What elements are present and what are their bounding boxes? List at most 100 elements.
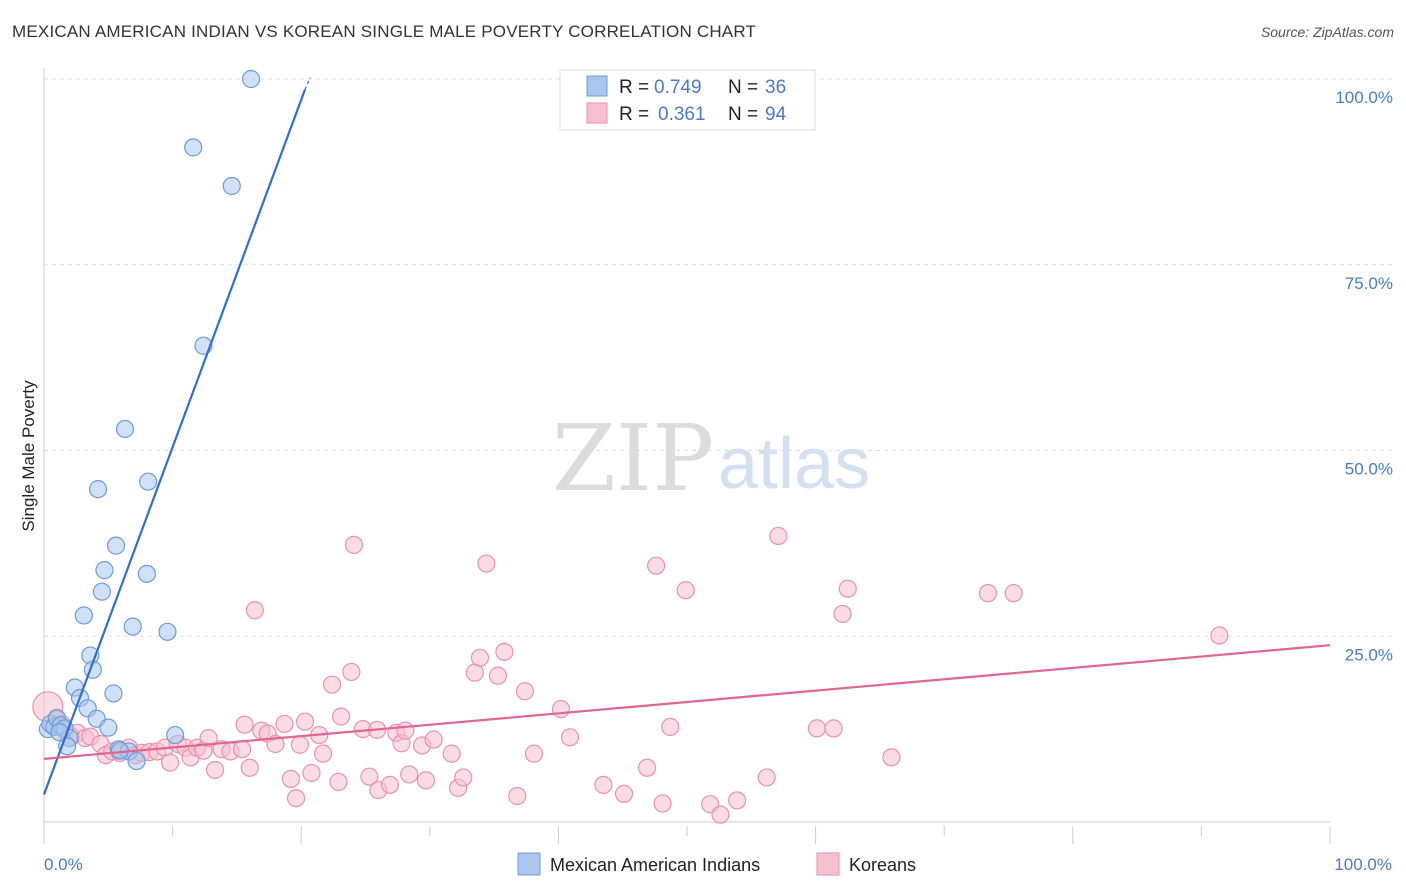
data-point — [380, 775, 400, 794]
chart-title: MEXICAN AMERICAN INDIAN VS KOREAN SINGLE… — [12, 22, 757, 41]
data-point — [205, 760, 225, 780]
data-point — [158, 622, 177, 641]
data-point — [137, 564, 156, 583]
legend-n-value-blue: 36 — [765, 77, 786, 98]
data-point — [275, 714, 294, 734]
data-point — [331, 707, 351, 726]
data-point — [495, 642, 514, 661]
mexican-american-indian-points — [38, 69, 261, 771]
data-point — [769, 526, 788, 546]
data-point — [199, 728, 218, 748]
y-tick-labels: 25.0% 50.0% 75.0% 100.0% — [1335, 88, 1393, 664]
data-point — [454, 768, 473, 787]
data-point — [1004, 584, 1023, 603]
data-point — [508, 786, 527, 806]
legend-r-value-blue: 0.749 — [654, 77, 702, 98]
trend-line-extension — [304, 77, 311, 90]
y-tick-label: 50.0% — [1345, 460, 1393, 479]
data-point — [235, 715, 254, 734]
legend-r-label: R = — [619, 77, 649, 98]
data-point — [470, 648, 490, 667]
data-point — [882, 748, 901, 767]
data-point — [515, 682, 535, 701]
data-point — [92, 582, 111, 601]
data-point — [400, 765, 419, 784]
x-tick-label-max: 100.0% — [1334, 855, 1392, 874]
data-point — [833, 604, 852, 624]
legend-n-label: N = — [728, 77, 758, 98]
series-swatch-pink — [816, 852, 840, 876]
data-point — [241, 69, 261, 89]
data-point — [232, 740, 252, 759]
data-point — [396, 721, 415, 740]
data-point — [123, 617, 142, 636]
data-point — [115, 419, 135, 439]
series-label-koreans: Koreans — [849, 855, 916, 875]
x-tick-label-min: 0.0% — [44, 855, 83, 874]
data-point — [653, 794, 672, 813]
data-point — [139, 472, 158, 491]
korean-points — [32, 526, 1229, 824]
y-axis-label: Single Male Poverty — [19, 380, 38, 532]
data-point — [74, 606, 93, 625]
legend-swatch-blue — [586, 75, 608, 97]
data-point — [106, 536, 126, 555]
series-legend: Mexican American Indians Koreans — [517, 852, 916, 876]
watermark: ZIP atlas — [552, 405, 870, 512]
stats-legend: R = 0.749 N = 36 R = 0.361 N = 94 — [559, 69, 816, 131]
data-point — [1210, 626, 1229, 645]
data-point — [442, 744, 461, 763]
data-point — [322, 675, 342, 694]
legend-n-label: N = — [728, 104, 758, 125]
data-point — [488, 666, 508, 685]
data-point — [477, 554, 496, 573]
y-tick-label: 100.0% — [1335, 88, 1393, 107]
data-point — [160, 753, 180, 772]
data-point — [281, 769, 301, 789]
watermark-atlas: atlas — [718, 424, 870, 504]
data-point — [88, 480, 108, 499]
data-point — [104, 684, 123, 703]
data-point — [222, 176, 241, 196]
series-label-mexican-american-indians: Mexican American Indians — [550, 855, 760, 875]
data-point — [95, 561, 114, 580]
legend-swatch-pink — [586, 102, 608, 124]
data-point — [838, 579, 857, 598]
legend-r-label: R = — [619, 104, 649, 125]
data-point — [127, 751, 146, 771]
trend-line-mexican-american-indians — [42, 89, 307, 795]
data-point — [295, 712, 315, 731]
data-point — [711, 805, 730, 824]
data-point — [676, 581, 695, 600]
data-point — [99, 718, 118, 737]
grid-lines — [44, 78, 1395, 637]
data-point — [638, 758, 657, 777]
data-point — [824, 719, 843, 738]
data-point — [757, 768, 776, 787]
data-point — [647, 556, 666, 575]
source-label: Source: ZipAtlas.com — [1260, 24, 1394, 40]
data-point — [360, 767, 379, 786]
legend-r-value-pink: 0.361 — [658, 104, 706, 125]
data-point — [302, 763, 321, 783]
data-point — [313, 744, 333, 763]
data-point — [290, 735, 310, 754]
data-point — [342, 662, 361, 682]
data-point — [416, 771, 436, 790]
series-swatch-blue — [517, 852, 541, 876]
data-point — [551, 699, 571, 719]
data-point — [560, 728, 580, 747]
legend-n-value-pink: 94 — [765, 104, 787, 125]
data-point — [807, 719, 826, 738]
data-point — [344, 535, 364, 554]
y-tick-label: 75.0% — [1345, 274, 1393, 293]
data-point — [166, 725, 185, 745]
data-point — [245, 601, 265, 620]
data-point — [286, 789, 306, 808]
trend-line-koreans — [43, 644, 1331, 760]
data-point — [661, 717, 680, 736]
data-point — [594, 775, 613, 794]
data-point — [728, 791, 747, 810]
data-point — [240, 758, 259, 777]
